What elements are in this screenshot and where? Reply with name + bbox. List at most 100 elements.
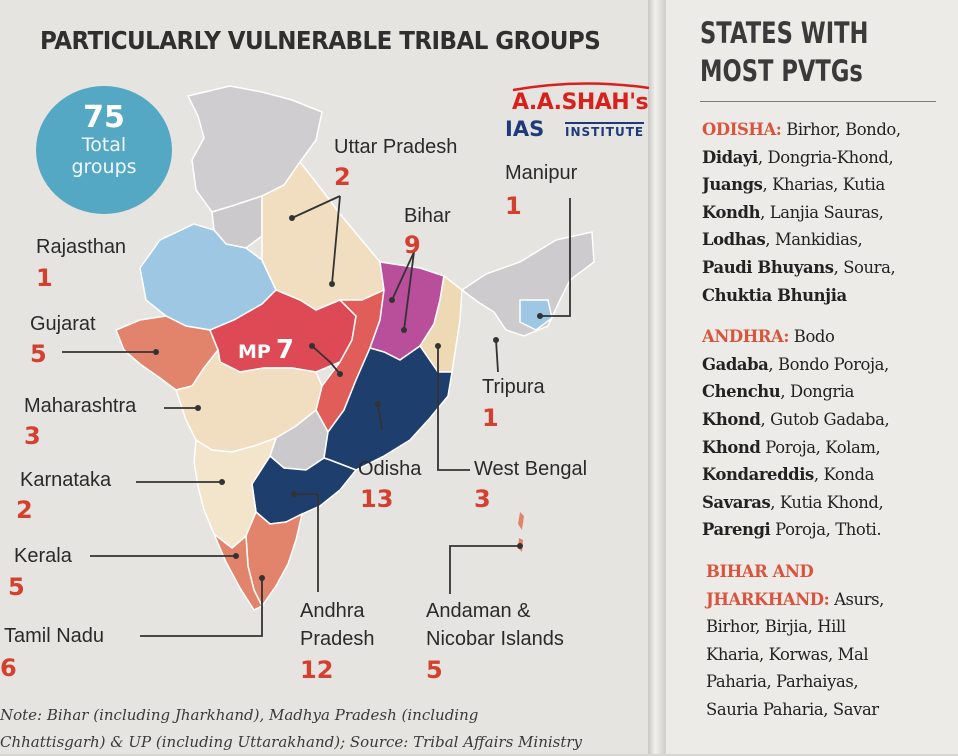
odisha-bold-2: Didayi	[702, 147, 758, 167]
label-maharashtra: Maharashtra	[24, 395, 137, 417]
odisha-text-5: , Mankidias,	[765, 230, 863, 250]
odisha-text-3: , Kharias, Kutia	[762, 175, 886, 195]
logo-name: A.A.SHAH's	[511, 90, 649, 115]
odisha-line-4: Kondh, Lanjia Sauras,	[702, 199, 942, 227]
count-maharashtra: 3	[24, 422, 41, 450]
sidebar-title: STATES WITH MOST PVTGs	[700, 14, 868, 90]
andhra-bold-8: Parengi	[702, 520, 771, 540]
mp-name: MP	[238, 341, 271, 363]
count-karnataka: 2	[16, 496, 33, 524]
andhra-line-7: Savaras, Kutia Khond,	[702, 489, 942, 517]
logo-institute: INSTITUTE	[565, 122, 645, 139]
odisha-line-7: Chuktia Bhunjia	[702, 282, 942, 310]
andhra-text-8: Poroja, Thoti.	[770, 520, 882, 540]
label-odisha: Odisha	[358, 458, 422, 480]
count-manipur: 1	[505, 192, 522, 220]
logo-swoosh-icon	[512, 82, 650, 92]
odisha-line-2: Didayi, Dongria-Khond,	[702, 144, 942, 172]
andhra-bold-5: Khond	[702, 437, 761, 457]
odisha-line-5: Lodhas, Mankidias,	[702, 226, 942, 254]
bihar-line-5: Paharia, Parhaiyas,	[706, 672, 859, 692]
andhra-bold-4: Khond	[702, 409, 761, 429]
note-line2: Chhattisgarh) & UP (including Uttarakhan…	[0, 733, 583, 751]
andhra-text-6: , Konda	[813, 465, 875, 485]
label-rajasthan: Rajasthan	[36, 236, 127, 258]
india-map	[62, 85, 595, 637]
bihar-line-4: Kharia, Korwas, Mal	[706, 644, 869, 664]
label-kerala: Kerala	[14, 545, 72, 567]
andhra-text-4: , Gutob Gadaba,	[760, 409, 890, 429]
sidebar-panel	[666, 0, 958, 754]
region-kerala	[213, 533, 264, 611]
count-odisha: 13	[360, 485, 394, 513]
label-andhra-line2: Pradesh	[300, 628, 375, 650]
odisha-heading: ODISHA:	[702, 120, 782, 139]
label-karnataka: Karnataka	[20, 469, 112, 491]
label-west-bengal: West Bengal	[474, 458, 588, 480]
count-west-bengal: 3	[474, 485, 491, 513]
odisha-bold-3: Juangs	[702, 175, 763, 195]
count-rajasthan: 1	[36, 264, 53, 292]
institute-logo: A.A.SHAH's IAS INSTITUTE	[505, 82, 655, 142]
odisha-text-1: Birhor, Bondo,	[781, 120, 901, 139]
sidebar-rule	[700, 101, 936, 102]
label-andaman-line2: Nicobar Islands	[426, 628, 564, 650]
andhra-bold-2: Gadaba	[702, 354, 769, 374]
label-tripura: Tripura	[482, 376, 545, 398]
total-label-line1: Total	[81, 134, 127, 156]
bihar-heading-1: BIHAR AND	[706, 561, 814, 581]
label-andhra-line1: Andhra	[300, 600, 365, 622]
andaman-islands	[518, 512, 524, 530]
bihar-line-6: Sauria Paharia, Savar	[706, 699, 879, 719]
andhra-line-5: Khond Poroja, Kolam,	[702, 434, 942, 462]
andhra-line-4: Khond, Gutob Gadaba,	[702, 406, 942, 434]
odisha-text-4: , Lanjia Sauras,	[760, 202, 884, 222]
map-title: PARTICULARLY VULNERABLE TRIBAL GROUPS	[40, 26, 601, 55]
label-uttar-pradesh: Uttar Pradesh	[334, 136, 458, 158]
count-gujarat: 5	[30, 340, 47, 368]
andhra-line-8: Parengi Poroja, Thoti.	[702, 516, 942, 544]
spacer	[702, 309, 942, 323]
spacer	[702, 544, 942, 558]
sidebar-title-line2: MOST PVTGs	[700, 54, 863, 88]
total-groups-bubble: 75 Total groups	[36, 86, 172, 214]
leader-lines	[62, 195, 571, 637]
bihar-line-3: Birhor, Birjia, Hill	[706, 617, 846, 637]
label-mp: MP 7	[238, 335, 294, 365]
andhra-text-3: , Dongria	[780, 382, 855, 402]
count-kerala: 5	[8, 573, 25, 601]
andhra-text-1: Bodo	[789, 327, 835, 347]
andhra-bold-3: Chenchu	[702, 382, 781, 402]
panel-divider	[648, 0, 666, 754]
count-andaman: 5	[426, 656, 443, 684]
label-tamil-nadu: Tamil Nadu	[4, 625, 105, 647]
sidebar-title-line1: STATES WITH	[700, 16, 869, 50]
logo-ias: IAS	[505, 117, 545, 141]
bihar-heading-2: JHARKHAND:	[706, 589, 830, 609]
odisha-line-6: Paudi Bhuyans, Soura,	[702, 254, 942, 282]
count-mp: 7	[275, 335, 295, 365]
count-uttar-pradesh: 2	[334, 163, 351, 191]
odisha-bold-7: Chuktia Bhunjia	[702, 285, 847, 305]
label-gujarat: Gujarat	[30, 313, 96, 335]
count-bihar: 9	[404, 231, 421, 259]
total-number: 75	[83, 100, 125, 135]
label-bihar: Bihar	[404, 205, 451, 227]
andhra-line-3: Chenchu, Dongria	[702, 378, 942, 406]
andhra-text-7: , Kutia Khond,	[770, 492, 884, 512]
andhra-bold-6: Kondareddis	[702, 465, 814, 485]
andhra-line-2: Gadaba, Bondo Poroja,	[702, 351, 942, 379]
count-andhra: 12	[300, 656, 334, 684]
andhra-line-6: Kondareddis, Konda	[702, 461, 942, 489]
odisha-bold-5: Lodhas	[702, 230, 766, 250]
bihar-line-2: JHARKHAND: Asurs,	[702, 586, 942, 614]
odisha-text-2: , Dongria-Khond,	[757, 147, 894, 167]
count-tripura: 1	[482, 404, 499, 432]
odisha-text-6: , Soura,	[833, 257, 896, 277]
andhra-text-2: , Bondo Poroja,	[768, 354, 889, 374]
odisha-line-3: Juangs, Kharias, Kutia	[702, 171, 942, 199]
bihar-text-2: Asurs,	[829, 589, 884, 609]
total-label-line2: groups	[71, 156, 137, 178]
andhra-heading: ANDHRA:	[702, 327, 789, 347]
andhra-bold-7: Savaras	[702, 492, 771, 512]
